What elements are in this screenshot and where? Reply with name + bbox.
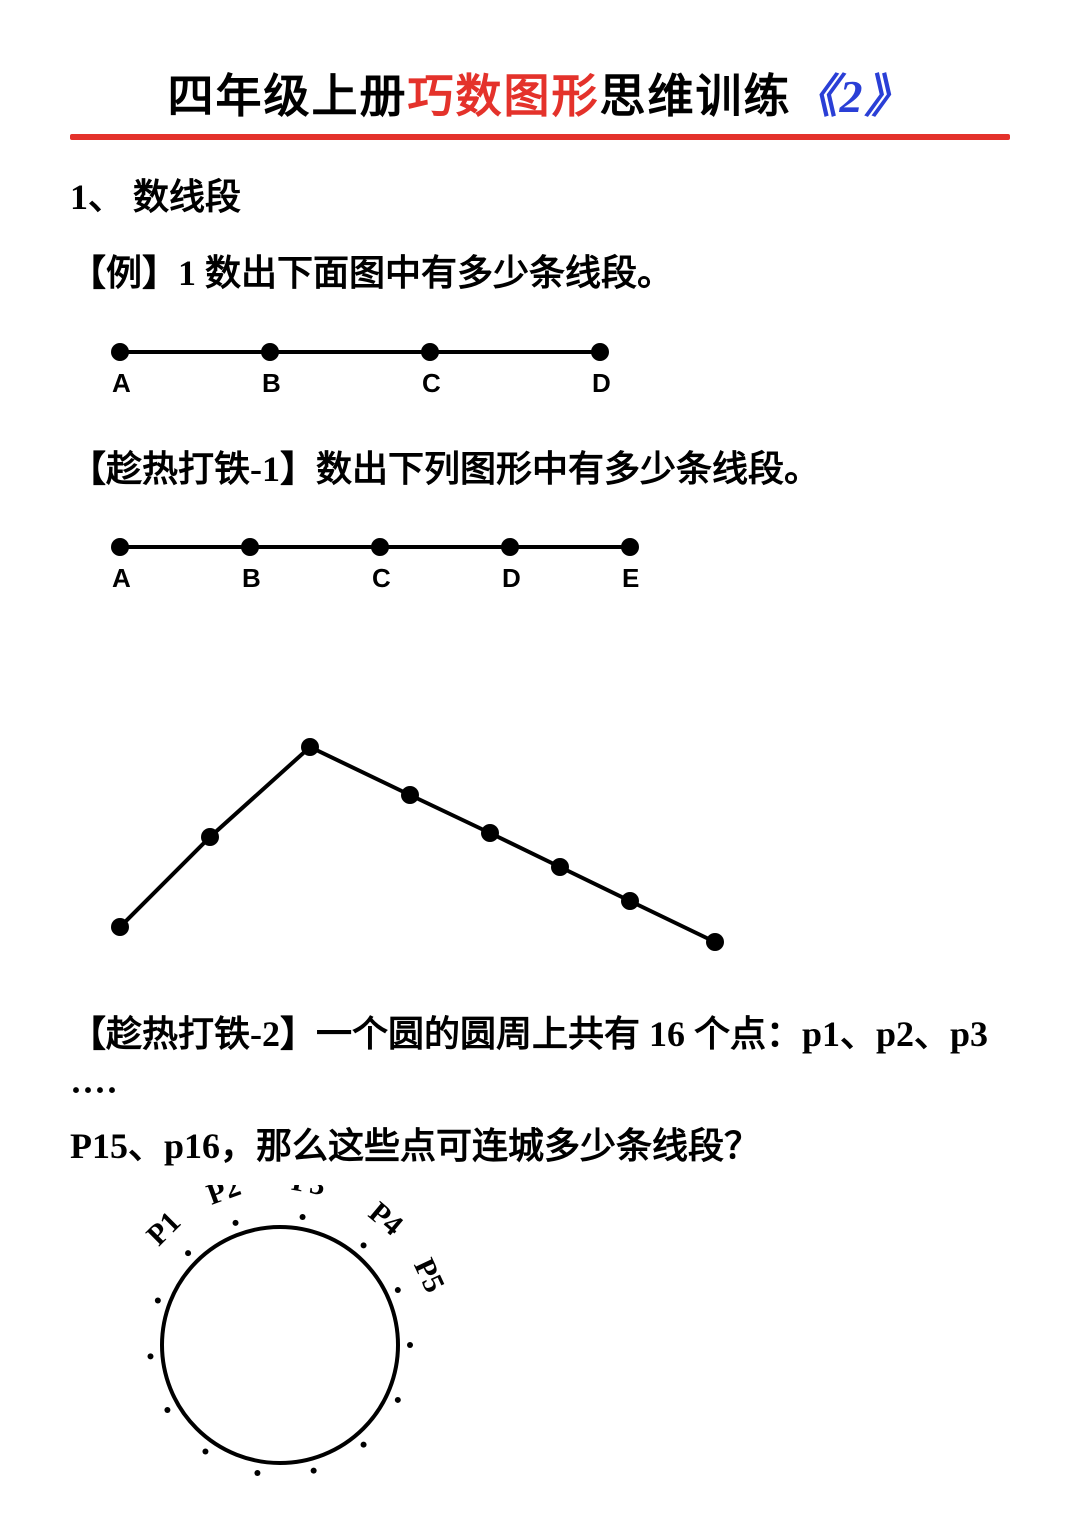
svg-text:B: B xyxy=(262,368,281,398)
svg-text:P3: P3 xyxy=(289,1185,328,1202)
svg-text:P5: P5 xyxy=(407,1253,451,1297)
svg-text:C: C xyxy=(422,368,441,398)
diagram-3 xyxy=(90,717,1010,977)
svg-text:P4: P4 xyxy=(362,1195,409,1242)
page-title: 四年级上册巧数图形思维训练《2》 xyxy=(70,60,1010,126)
title-underline xyxy=(70,134,1010,140)
title-part-4: 《2》 xyxy=(792,71,913,122)
practice-1-text: 【趁热打铁-1】数出下列图形中有多少条线段。 xyxy=(70,442,1010,498)
practice-2-line2: P15、p16，那么这些点可连城多少条线段？ xyxy=(70,1119,1010,1175)
svg-text:P1: P1 xyxy=(140,1205,187,1252)
practice-2-line1: 【趁热打铁-2】一个圆的圆周上共有 16 个点：p1、p2、p3 ···· xyxy=(70,1007,1010,1119)
svg-text:P2: P2 xyxy=(202,1185,245,1212)
diagram-1: A B C D xyxy=(90,322,1010,412)
svg-text:D: D xyxy=(502,563,521,593)
svg-text:C: C xyxy=(372,563,391,593)
diagram-2: A B C D E xyxy=(90,517,1010,607)
title-part-1: 四年级上册 xyxy=(168,71,408,122)
svg-text:B: B xyxy=(242,563,261,593)
svg-text:E: E xyxy=(622,563,639,593)
svg-text:A: A xyxy=(112,563,131,593)
section-1-heading: 1、 数线段 xyxy=(70,170,1010,226)
example-1-text: 【例】1 数出下面图中有多少条线段。 xyxy=(70,246,1010,302)
svg-text:A: A xyxy=(112,368,131,398)
svg-text:D: D xyxy=(592,368,611,398)
title-part-3: 思维训练 xyxy=(600,71,792,122)
diagram-4: P1 P2 P3 P4 P5 xyxy=(110,1185,1010,1495)
title-part-2: 巧数图形 xyxy=(408,71,600,122)
